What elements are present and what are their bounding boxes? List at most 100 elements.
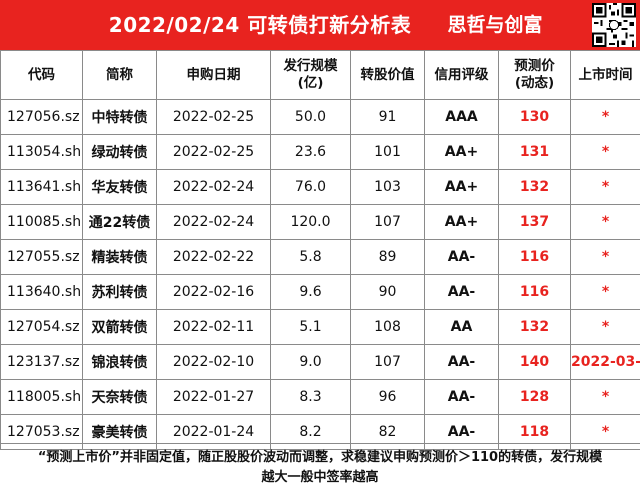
cell-subscription-date: 2022-01-24 — [156, 414, 271, 450]
cell-issue-size: 5.8 — [270, 239, 351, 275]
cell-conversion-value: 101 — [350, 134, 425, 170]
footnote: “预测上市价”并非固定值，随正股股价波动而调整，求稳建议申购预测价＞110的转债… — [0, 443, 640, 492]
cell-issue-size: 50.0 — [270, 99, 351, 135]
cell-predicted-price: 132 — [498, 309, 571, 345]
table-row: 127056.sz 中特转债 2022-02-25 50.0 91 AAA 130 * — [0, 99, 640, 135]
cell-subscription-date: 2022-02-11 — [156, 309, 271, 345]
bond-table: 代码 简称 申购日期 发行规模 (亿) 转股价值 信用评级 预测价 (动态) 上… — [0, 50, 640, 450]
cell-issue-size: 5.1 — [270, 309, 351, 345]
cell-conversion-value: 103 — [350, 169, 425, 205]
cell-predicted-price: 132 — [498, 169, 571, 205]
cell-predicted-price: 131 — [498, 134, 571, 170]
cell-conversion-value: 89 — [350, 239, 425, 275]
cell-credit-rating: AA+ — [424, 204, 499, 240]
column-header-listing-date: 上市时间 — [570, 50, 640, 100]
cell-name: 通22转债 — [82, 204, 157, 240]
cell-name: 双箭转债 — [82, 309, 157, 345]
cell-listing-date: 2022-03-02 — [570, 344, 640, 380]
cell-code: 123137.sz — [0, 344, 83, 380]
cell-issue-size: 9.0 — [270, 344, 351, 380]
cell-predicted-price: 116 — [498, 274, 571, 310]
table-row: 113640.sh 苏利转债 2022-02-16 9.6 90 AA- 116 * — [0, 274, 640, 310]
cell-predicted-price: 140 — [498, 344, 571, 380]
cell-predicted-price: 137 — [498, 204, 571, 240]
title-bar: 2022/02/24 可转债打新分析表 思哲与创富 — [0, 0, 640, 50]
table-row: 127054.sz 双箭转债 2022-02-11 5.1 108 AA 132 * — [0, 309, 640, 345]
footnote-line-1: “预测上市价”并非固定值，随正股股价波动而调整，求稳建议申购预测价＞110的转债… — [37, 450, 603, 465]
cell-name: 绿动转债 — [82, 134, 157, 170]
brand-name: 思哲与创富 — [447, 14, 543, 36]
cell-credit-rating: AA- — [424, 379, 499, 415]
cell-credit-rating: AA- — [424, 344, 499, 380]
cell-conversion-value: 96 — [350, 379, 425, 415]
cell-code: 113641.sh — [0, 169, 83, 205]
cell-listing-date: * — [570, 309, 640, 345]
cell-issue-size: 8.3 — [270, 379, 351, 415]
cell-code: 113640.sh — [0, 274, 83, 310]
cell-listing-date: * — [570, 239, 640, 275]
cell-issue-size: 8.2 — [270, 414, 351, 450]
cell-name: 华友转债 — [82, 169, 157, 205]
table-row: 127055.sz 精装转债 2022-02-22 5.8 89 AA- 116 * — [0, 239, 640, 275]
cell-name: 天奈转债 — [82, 379, 157, 415]
column-header-subscription-date: 申购日期 — [156, 50, 271, 100]
cell-listing-date: * — [570, 379, 640, 415]
cell-subscription-date: 2022-02-22 — [156, 239, 271, 275]
table-row: 110085.sh 通22转债 2022-02-24 120.0 107 AA+ 137 * — [0, 204, 640, 240]
footnote-line-2: 越大一般中签率越高 — [261, 470, 379, 485]
cell-predicted-price: 118 — [498, 414, 571, 450]
cell-code: 127053.sz — [0, 414, 83, 450]
cell-code: 127056.sz — [0, 99, 83, 135]
table-row: 123137.sz 锦浪转债 2022-02-10 9.0 107 AA- 140 2022-… — [0, 344, 640, 380]
table-row: 127053.sz 豪美转债 2022-01-24 8.2 82 AA- 118 * — [0, 414, 640, 450]
cell-listing-date: * — [570, 134, 640, 170]
cell-listing-date: * — [570, 274, 640, 310]
cell-subscription-date: 2022-02-24 — [156, 204, 271, 240]
cell-predicted-price: 130 — [498, 99, 571, 135]
cell-conversion-value: 107 — [350, 344, 425, 380]
cell-code: 110085.sh — [0, 204, 83, 240]
column-header-name: 简称 — [82, 50, 157, 100]
cell-conversion-value: 91 — [350, 99, 425, 135]
cell-issue-size: 23.6 — [270, 134, 351, 170]
cell-predicted-price: 128 — [498, 379, 571, 415]
cell-code: 127054.sz — [0, 309, 83, 345]
column-header-predicted-price: 预测价 (动态) — [498, 50, 571, 100]
table-header-row: 代码 简称 申购日期 发行规模 (亿) 转股价值 信用评级 预测价 (动态) 上… — [0, 50, 640, 100]
table-row: 113641.sh 华友转债 2022-02-24 76.0 103 AA+ 132 * — [0, 169, 640, 205]
cell-issue-size: 76.0 — [270, 169, 351, 205]
column-header-issue-size: 发行规模 (亿) — [270, 50, 351, 100]
cell-credit-rating: AA — [424, 309, 499, 345]
column-header-conversion-value: 转股价值 — [350, 50, 425, 100]
cell-subscription-date: 2022-01-27 — [156, 379, 271, 415]
cell-code: 113054.sh — [0, 134, 83, 170]
cell-subscription-date: 2022-02-16 — [156, 274, 271, 310]
cell-code: 127055.sz — [0, 239, 83, 275]
cell-issue-size: 120.0 — [270, 204, 351, 240]
cell-conversion-value: 107 — [350, 204, 425, 240]
cell-name: 精装转债 — [82, 239, 157, 275]
table-row: 118005.sh 天奈转债 2022-01-27 8.3 96 AA- 128 * — [0, 379, 640, 415]
qr-code-icon — [592, 3, 636, 47]
cell-name: 苏利转债 — [82, 274, 157, 310]
cell-subscription-date: 2022-02-10 — [156, 344, 271, 380]
cell-subscription-date: 2022-02-25 — [156, 134, 271, 170]
cell-listing-date: * — [570, 414, 640, 450]
column-header-code: 代码 — [0, 50, 83, 100]
cell-predicted-price: 116 — [498, 239, 571, 275]
cell-name: 中特转债 — [82, 99, 157, 135]
cell-listing-date: * — [570, 204, 640, 240]
cell-conversion-value: 82 — [350, 414, 425, 450]
cell-credit-rating: AA- — [424, 274, 499, 310]
cell-subscription-date: 2022-02-25 — [156, 99, 271, 135]
table-row: 113054.sh 绿动转债 2022-02-25 23.6 101 AA+ 131 * — [0, 134, 640, 170]
cell-credit-rating: AA- — [424, 239, 499, 275]
cell-conversion-value: 108 — [350, 309, 425, 345]
cell-credit-rating: AA+ — [424, 169, 499, 205]
cell-listing-date: * — [570, 99, 640, 135]
cell-issue-size: 9.6 — [270, 274, 351, 310]
cell-name: 锦浪转债 — [82, 344, 157, 380]
cell-code: 118005.sh — [0, 379, 83, 415]
cell-listing-date: * — [570, 169, 640, 205]
